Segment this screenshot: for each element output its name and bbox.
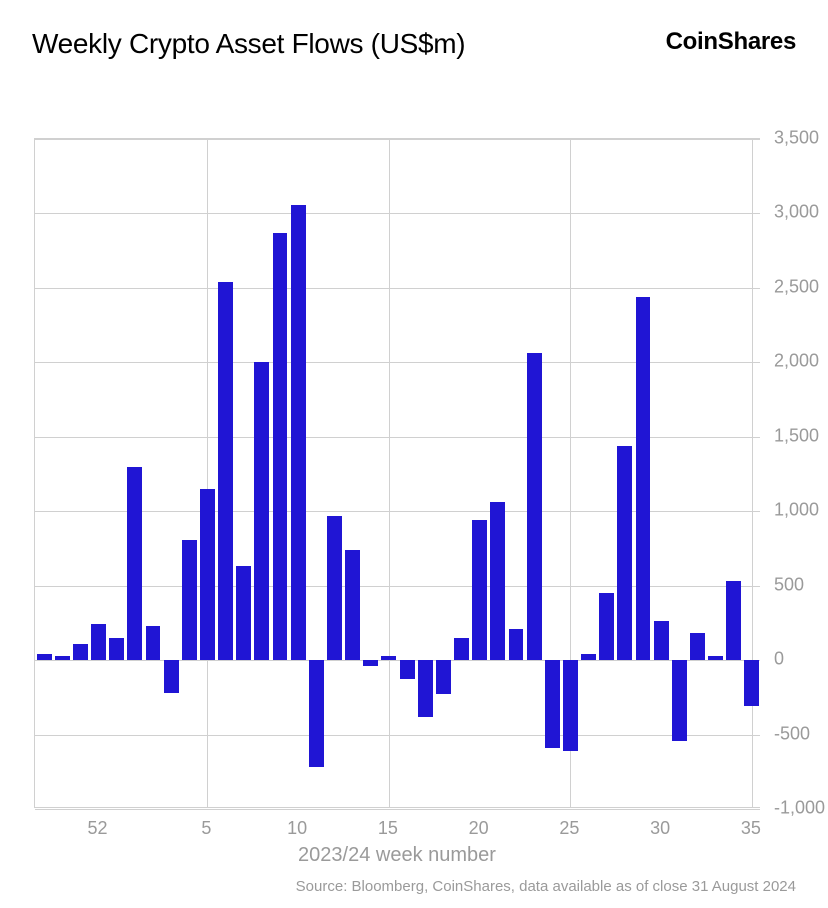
bar: [527, 353, 542, 660]
bar: [690, 633, 705, 660]
x-axis-tick-label: 10: [287, 818, 307, 839]
bar: [164, 660, 179, 693]
bar: [454, 638, 469, 660]
bar: [37, 654, 52, 660]
bar: [509, 629, 524, 660]
bar: [599, 593, 614, 660]
x-axis-tick-label: 52: [88, 818, 108, 839]
y-axis-tick-label: -1,000: [774, 798, 825, 819]
bar: [563, 660, 578, 751]
gridline-horizontal: [35, 660, 760, 661]
gridline-vertical: [752, 139, 753, 807]
gridline-horizontal: [35, 586, 760, 587]
bar: [744, 660, 759, 706]
gridline-horizontal: [35, 511, 760, 512]
bar: [200, 489, 215, 660]
bar: [490, 502, 505, 660]
bar: [654, 621, 669, 660]
gridline-vertical: [207, 139, 208, 807]
y-axis-tick-label: 3,500: [774, 128, 819, 149]
x-axis-tick-label: 15: [378, 818, 398, 839]
bar: [254, 362, 269, 660]
y-axis-tick-label: 2,500: [774, 276, 819, 297]
bar: [636, 297, 651, 660]
gridline-horizontal: [35, 362, 760, 363]
bar: [581, 654, 596, 660]
gridline-horizontal: [35, 809, 760, 810]
bar: [109, 638, 124, 660]
y-axis-tick-label: -500: [774, 723, 810, 744]
bar: [418, 660, 433, 717]
gridline-horizontal: [35, 139, 760, 140]
bar: [291, 205, 306, 661]
bar: [218, 282, 233, 660]
gridline-horizontal: [35, 213, 760, 214]
x-axis-tick-label: 30: [650, 818, 670, 839]
bar: [55, 656, 70, 660]
y-axis-tick-label: 500: [774, 574, 804, 595]
chart-header: Weekly Crypto Asset Flows (US$m) CoinSha…: [32, 28, 796, 60]
gridline-horizontal: [35, 437, 760, 438]
bar: [182, 540, 197, 661]
y-axis-tick-label: 0: [774, 649, 784, 670]
bar: [127, 467, 142, 661]
y-axis-tick-label: 1,500: [774, 425, 819, 446]
x-axis-tick-label: 20: [469, 818, 489, 839]
plot-area: [34, 138, 760, 808]
bar: [363, 660, 378, 666]
x-axis-tick-label: 25: [559, 818, 579, 839]
bar: [73, 644, 88, 660]
y-axis-tick-label: 1,000: [774, 500, 819, 521]
bar: [545, 660, 560, 748]
bar: [400, 660, 415, 679]
y-axis-tick-label: 2,000: [774, 351, 819, 372]
bar: [236, 566, 251, 660]
gridline-horizontal: [35, 288, 760, 289]
bar: [436, 660, 451, 694]
chart-title: Weekly Crypto Asset Flows (US$m): [32, 28, 465, 60]
bar: [273, 233, 288, 660]
bar: [327, 516, 342, 660]
x-axis-tick-label: 5: [201, 818, 211, 839]
gridline-horizontal: [35, 735, 760, 736]
bar: [345, 550, 360, 660]
bar: [309, 660, 324, 767]
bar: [726, 581, 741, 660]
source-attribution: Source: Bloomberg, CoinShares, data avai…: [32, 878, 796, 895]
x-axis-label: 2023/24 week number: [298, 844, 496, 867]
bar: [617, 446, 632, 660]
bar: [708, 656, 723, 660]
bar: [91, 624, 106, 660]
chart-area: -1,000-50005001,0001,5002,0002,5003,0003…: [32, 68, 796, 908]
bar: [146, 626, 161, 660]
y-axis-tick-label: 3,000: [774, 202, 819, 223]
bar: [381, 656, 396, 660]
gridline-vertical: [389, 139, 390, 807]
brand-logo: CoinShares: [666, 28, 796, 56]
x-axis-tick-label: 35: [741, 818, 761, 839]
bar: [472, 520, 487, 660]
bar: [672, 660, 687, 740]
